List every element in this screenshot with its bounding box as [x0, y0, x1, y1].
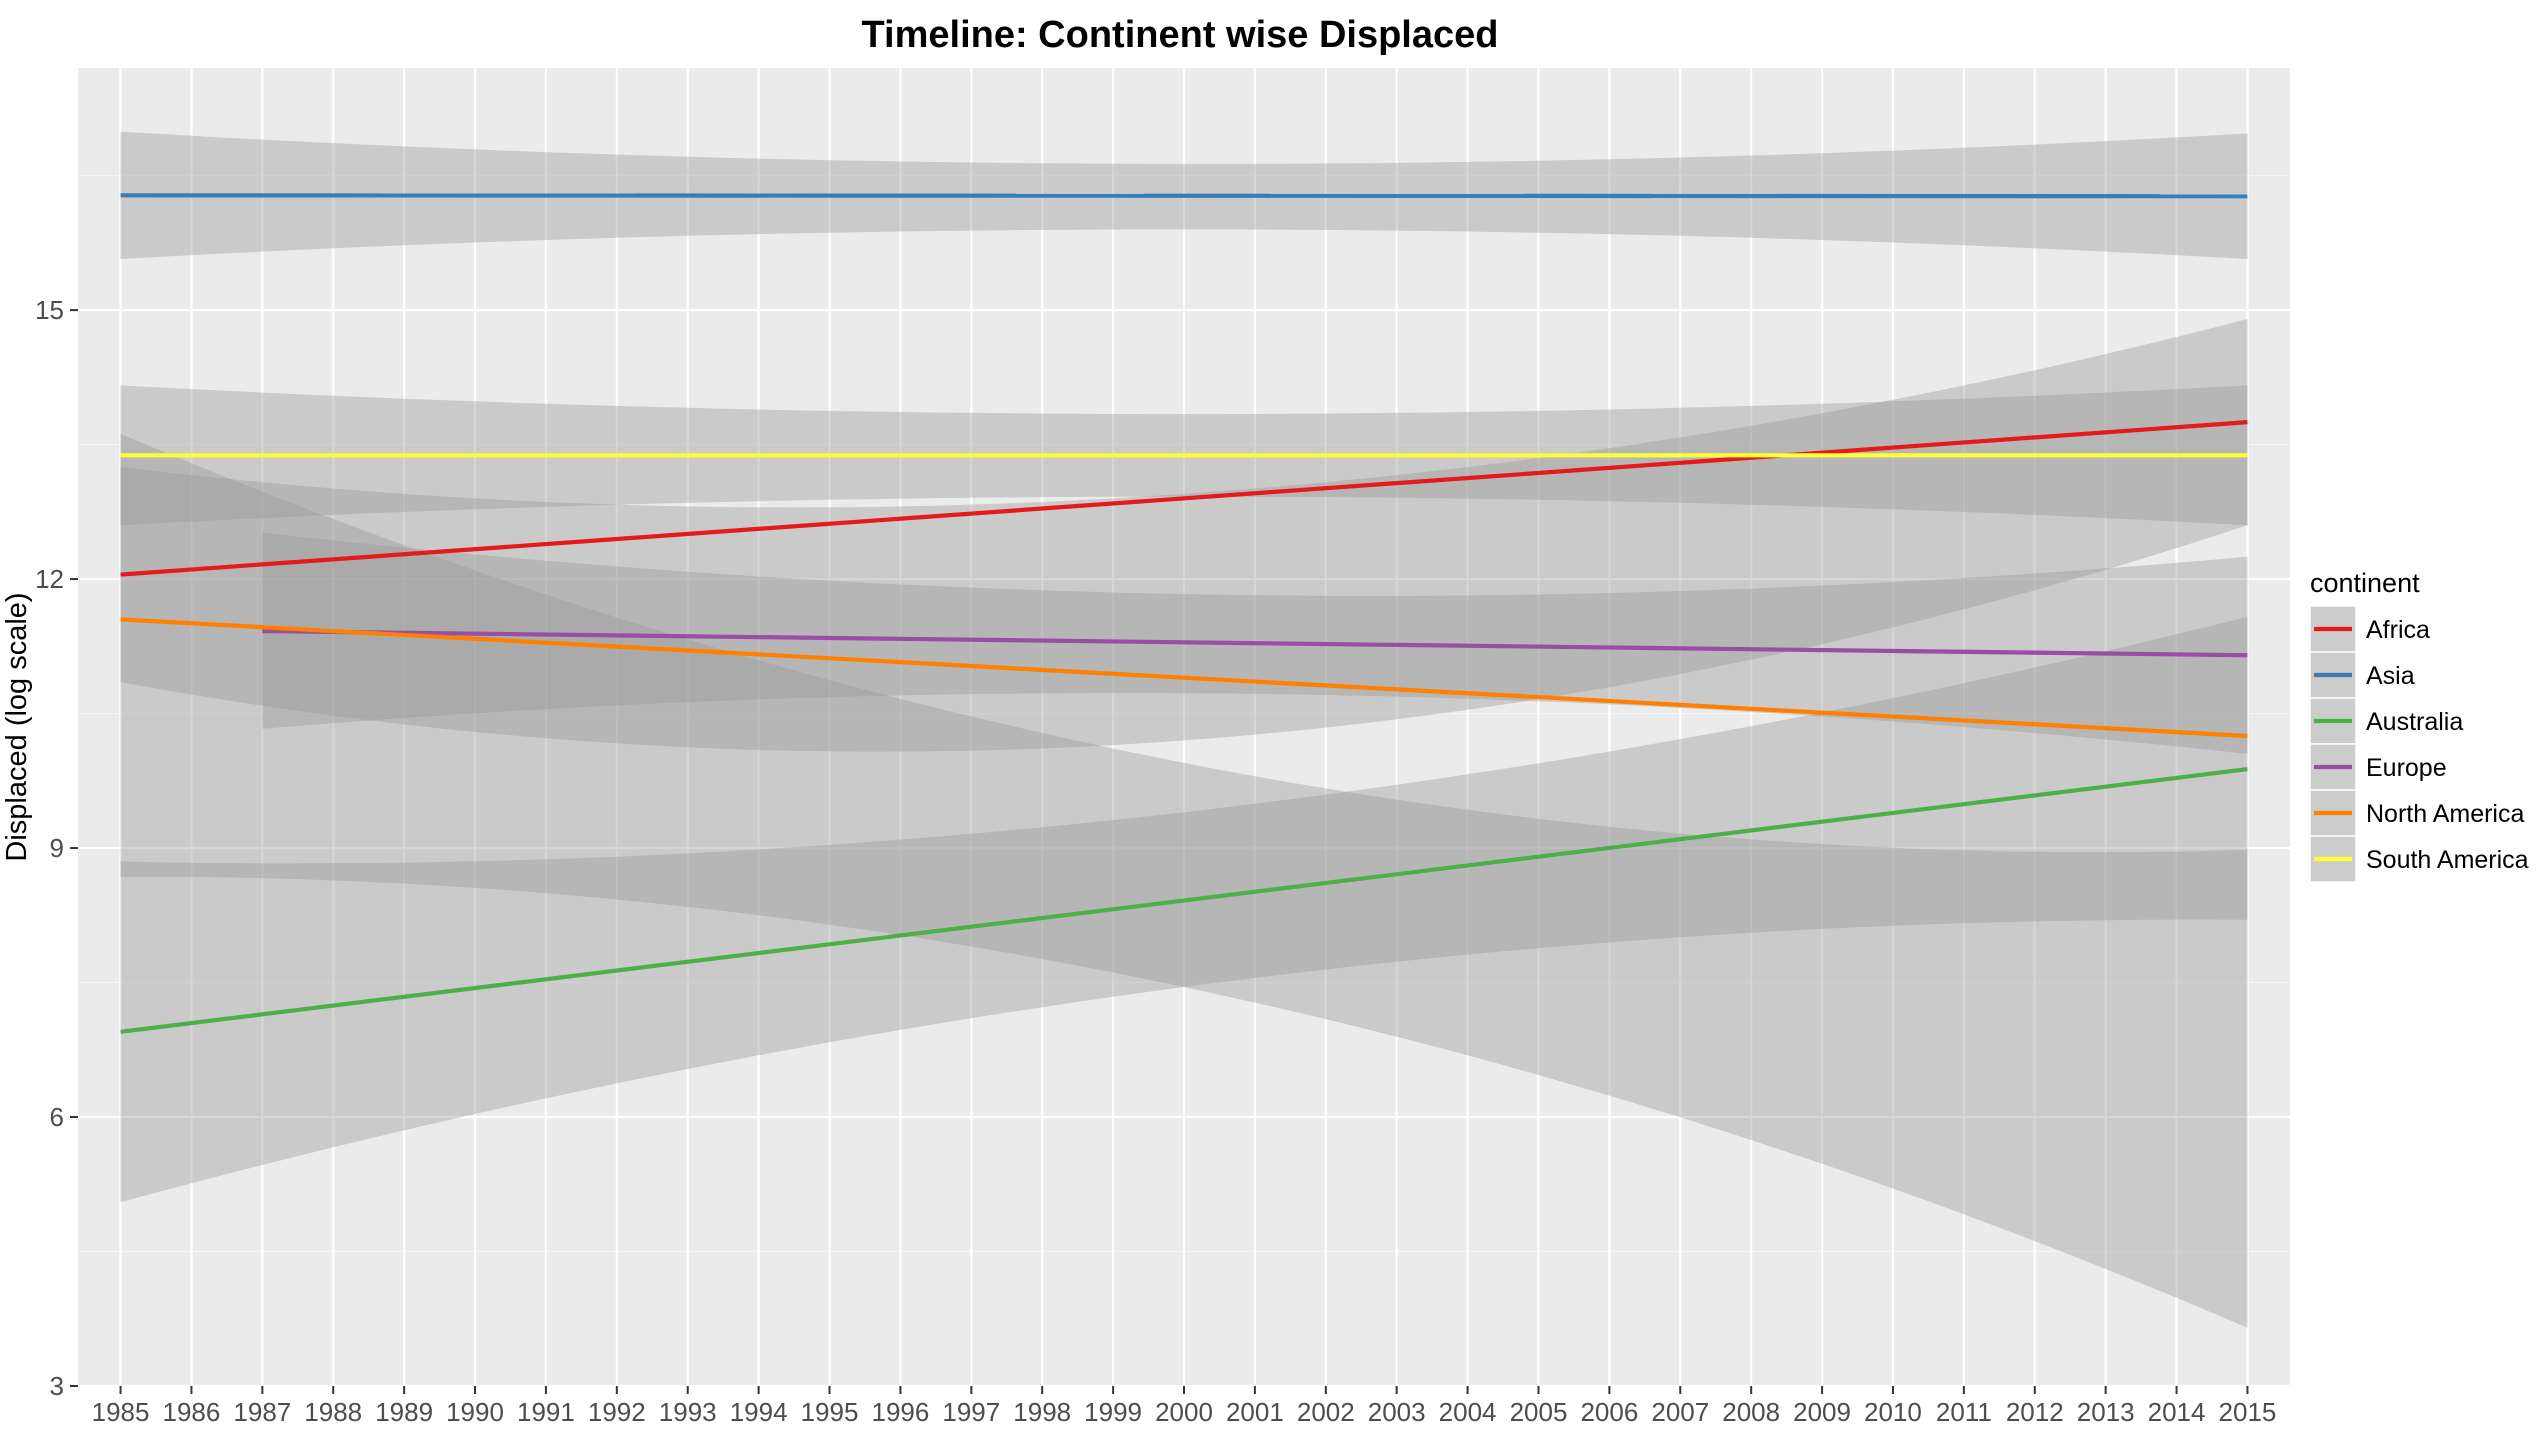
x-tick-label: 2015: [2219, 1397, 2277, 1427]
x-tick-label: 1990: [446, 1397, 504, 1427]
gridlines: [78, 68, 2290, 1388]
x-tick-label: 1991: [517, 1397, 575, 1427]
x-tick-label: 2012: [2006, 1397, 2064, 1427]
x-tick-label: 2000: [1155, 1397, 1213, 1427]
series-line-north-america: [120, 617, 2248, 739]
y-axis-title: Displaced (log scale): [1, 592, 33, 861]
x-tick-label: 1998: [1013, 1397, 1071, 1427]
ribbon-africa: [120, 319, 2248, 752]
ribbon-australia: [120, 616, 2248, 1203]
x-tick-label: 2008: [1722, 1397, 1780, 1427]
legend-title: continent: [2310, 568, 2420, 598]
legend-label: North America: [2366, 800, 2524, 828]
legend-item-australia: Australia: [2309, 697, 2463, 745]
x-tick-label: 2007: [1651, 1397, 1709, 1427]
y-tick-label: 9: [50, 833, 64, 863]
x-tick-label: 2010: [1864, 1397, 1922, 1427]
series-line-australia: [120, 767, 2248, 1034]
x-tick-label: 2004: [1439, 1397, 1497, 1427]
x-tick-label: 1997: [942, 1397, 1000, 1427]
x-tick-label: 2003: [1368, 1397, 1426, 1427]
series-line-asia: [120, 193, 2248, 199]
x-tick-label: 2011: [1936, 1397, 1992, 1427]
legend-label: South America: [2366, 846, 2529, 874]
x-tick-label: 2001: [1226, 1397, 1284, 1427]
x-tick-label: 2013: [2077, 1397, 2135, 1427]
y-tick-label: 6: [50, 1102, 64, 1132]
x-tick-label: 1987: [233, 1397, 291, 1427]
x-tick-label: 1989: [375, 1397, 433, 1427]
x-tick-label: 2014: [2148, 1397, 2206, 1427]
confidence-ribbons: [120, 131, 2248, 1328]
legend-label: Asia: [2366, 662, 2415, 690]
x-tick-label: 2006: [1580, 1397, 1638, 1427]
x-tick-label: 1996: [871, 1397, 929, 1427]
x-tick-label: 1995: [801, 1397, 859, 1427]
legend-item-africa: Africa: [2309, 605, 2430, 653]
y-tick-label: 3: [50, 1371, 64, 1401]
x-tick-label: 1992: [588, 1397, 646, 1427]
legend-item-europe: Europe: [2309, 743, 2447, 791]
series-line-europe: [262, 628, 2248, 658]
x-tick-label: 1986: [163, 1397, 221, 1427]
x-tick-label: 2002: [1297, 1397, 1355, 1427]
legend-item-south-america: South America: [2309, 835, 2529, 883]
x-tick-label: 1999: [1084, 1397, 1142, 1427]
chart-title: Timeline: Continent wise Displaced: [862, 14, 1499, 56]
y-tick-label: 15: [35, 295, 64, 325]
y-tick-label: 12: [35, 564, 64, 594]
legend-label: Australia: [2366, 708, 2463, 736]
legend-label: Europe: [2366, 754, 2447, 782]
y-axis: 3 6 9 12 15: [35, 295, 78, 1401]
x-tick-label: 1994: [730, 1397, 788, 1427]
x-axis: 1985 1986 1987 1988 1989 1990 1991 1992 1993 1994…: [92, 1386, 2277, 1427]
x-tick-label: 2009: [1793, 1397, 1851, 1427]
x-tick-label: 1993: [659, 1397, 717, 1427]
trend-lines: [120, 193, 2248, 1034]
x-tick-label: 1985: [92, 1397, 150, 1427]
x-tick-label: 2005: [1510, 1397, 1568, 1427]
legend: continent Africa Asia Australia Europe North…: [2309, 568, 2529, 883]
legend-item-north-america: North America: [2309, 789, 2524, 837]
legend-label: Africa: [2366, 616, 2430, 644]
legend-item-asia: Asia: [2309, 651, 2415, 699]
series-line-africa: [120, 420, 2248, 577]
x-tick-label: 1988: [304, 1397, 362, 1427]
ribbon-north-america: [120, 433, 2248, 1328]
